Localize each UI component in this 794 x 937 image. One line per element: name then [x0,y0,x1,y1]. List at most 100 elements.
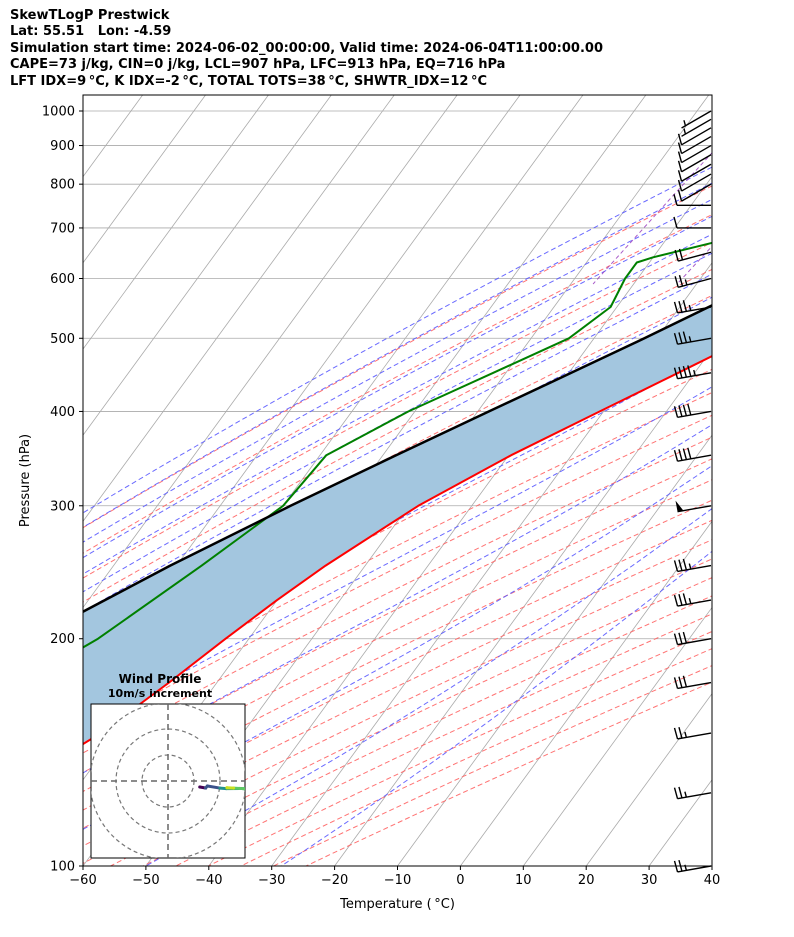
wind-barb [675,500,712,513]
dry-adiabat-line [83,414,712,734]
isotherm-line [83,95,395,523]
y-tick-label: 500 [50,332,75,347]
barb-staff [681,127,712,146]
x-tick-label: 0 [456,873,464,888]
x-tick-label: 10 [515,873,532,888]
wind-barb [673,194,711,207]
x-tick-label: 40 [704,873,721,888]
dry-adiabat-line [83,268,712,603]
wind-barb [674,274,712,288]
barb-feather [677,151,683,163]
barb-feather [678,332,683,344]
barb-feather [673,367,679,379]
dry-adiabat-line [83,519,712,829]
index-line: LFT IDX=9 °C, K IDX=-2 °C, TOTAL TOTS=38… [10,73,488,89]
wind-barb [681,110,712,129]
isotherm-line [711,865,712,866]
barb-feather [682,631,688,644]
wind-barb [673,726,712,740]
barb-feather [674,276,679,288]
barb-staff [677,337,712,345]
x-axis-label: Temperature ( °C) [339,897,455,912]
barb-feather [673,216,678,229]
barb-feather [678,786,683,799]
chart-title: SkewTLogP Prestwick [10,8,170,23]
wind-barb [677,135,712,155]
barb-feather [678,726,683,739]
barb-feather [677,189,683,202]
inset-subtitle: 10m/s increment [108,687,212,700]
y-tick-label: 700 [50,221,75,236]
isotherm-line [83,95,332,436]
barb-half-feather [693,369,696,376]
barb-staff [677,599,712,607]
isotherm-line [397,434,712,866]
barb-feather [682,404,688,416]
barb-feather [682,675,688,688]
barb-staff [677,732,712,740]
x-tick-label: −40 [195,873,222,888]
y-tick-label: 600 [50,272,75,287]
moist-adiabat-line [281,550,712,866]
barb-staff [681,163,712,182]
barb-half-feather [683,128,687,135]
wind-barb [673,631,712,646]
wind-barb [677,163,712,182]
moist-adiabat-line [83,424,712,774]
barb-half-feather [684,279,688,286]
barb-feather [682,448,688,460]
moist-adiabat-line [83,182,712,528]
barb-staff [681,135,712,155]
barb-feather [673,560,679,572]
dry-adiabat-line [83,391,712,714]
x-tick-label: −10 [384,873,411,888]
isotherm-line [83,95,458,609]
barb-feather [678,405,683,417]
barb-feather [677,160,683,172]
dry-adiabat-line [83,368,712,693]
x-tick-label: −50 [132,873,159,888]
barb-staff [681,118,712,137]
dry-adiabat-line [83,558,712,864]
y-tick-label: 400 [50,405,75,420]
barb-feather [673,194,678,206]
barb-feather [674,249,679,262]
barb-feather [682,365,688,378]
barb-half-feather [688,563,692,570]
isotherm-line [83,95,521,695]
wind-barb [673,786,712,800]
cape-area [83,305,712,745]
barb-feather [673,301,679,314]
barb-feather [673,727,679,740]
barb-staff [677,505,712,513]
dry-adiabat-line [208,630,712,866]
isotherm-line [522,606,712,866]
barb-feather [677,179,683,192]
isotherm-line [460,520,712,866]
wind-barb [673,216,711,229]
barb-feather [687,403,692,416]
parcel-line [83,303,712,614]
barb-feather [682,593,688,605]
barb-feather [677,170,683,182]
mixing-ratio-line [676,245,712,285]
barb-staff [677,277,712,288]
barb-feather [687,447,692,459]
y-tick-label: 1000 [42,104,75,119]
dry-adiabat-line [240,648,712,866]
x-tick-label: −30 [258,873,285,888]
barb-staff [677,410,712,419]
wind-barb [673,403,712,419]
mixing-ratio-line [790,95,794,284]
wind-barb [673,365,712,380]
barb-staff [681,183,712,202]
wind-barb [677,173,712,192]
wind-barb [673,300,712,314]
barb-feather [678,594,683,606]
x-tick-label: 30 [641,873,658,888]
wind-barb [677,127,712,146]
dewpoint-line [83,241,712,649]
x-tick-label: −60 [69,873,96,888]
wind-barb [677,183,712,202]
dry-adiabat-line [83,214,712,554]
